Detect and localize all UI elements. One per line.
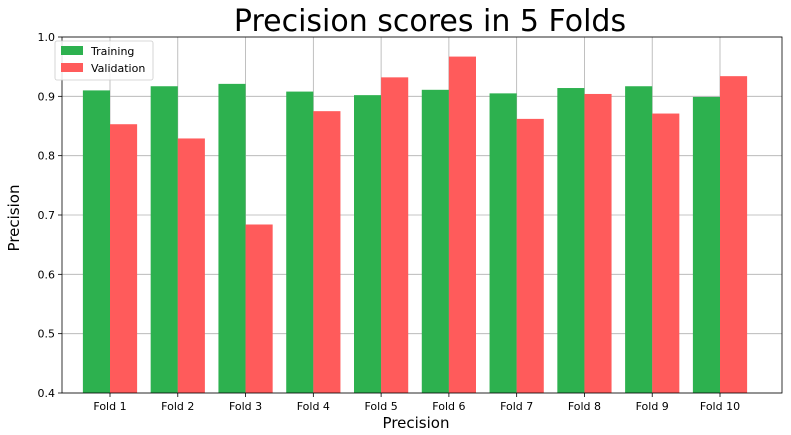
legend-swatch-validation (61, 63, 83, 72)
bar-training-fold-6 (421, 89, 449, 393)
bar-validation-fold-7 (516, 118, 544, 393)
x-axis-label: Precision (383, 414, 450, 432)
x-tick-label: Fold 8 (568, 400, 601, 413)
bar-validation-fold-1 (110, 124, 138, 393)
bar-validation-fold-4 (313, 111, 341, 394)
y-axis-ticks: 0.4 0.5 0.6 0.7 0.8 0.9 1.0 (38, 31, 62, 400)
legend-swatch-training (61, 46, 83, 55)
legend-label-training: Training (90, 45, 134, 58)
x-tick-label: Fold 2 (161, 400, 194, 413)
bar-training-fold-10 (692, 96, 720, 393)
x-tick-label: Fold 10 (700, 400, 740, 413)
legend: Training Validation (54, 40, 154, 81)
y-tick-label: 0.9 (38, 90, 56, 103)
y-axis-label: Precision (5, 185, 23, 252)
y-tick-label: 0.4 (38, 387, 56, 400)
bar-training-fold-1 (82, 90, 110, 394)
x-tick-label: Fold 1 (93, 400, 126, 413)
y-tick-label: 0.8 (38, 150, 56, 163)
bar-training-fold-5 (354, 95, 382, 393)
bars (82, 56, 748, 394)
x-tick-label: Fold 3 (229, 400, 262, 413)
bar-validation-fold-8 (584, 93, 612, 394)
bar-validation-fold-6 (448, 56, 476, 393)
x-tick-label: Fold 5 (365, 400, 398, 413)
legend-label-validation: Validation (91, 62, 145, 75)
bar-training-fold-2 (150, 86, 178, 393)
bar-validation-fold-10 (720, 76, 748, 393)
y-tick-label: 0.6 (38, 268, 56, 281)
bar-training-fold-7 (489, 93, 517, 393)
bar-validation-fold-2 (177, 138, 205, 393)
bar-training-fold-3 (218, 83, 246, 393)
x-tick-label: Fold 9 (636, 400, 669, 413)
x-tick-label: Fold 6 (432, 400, 465, 413)
bar-training-fold-4 (286, 91, 314, 393)
y-tick-label: 1.0 (38, 31, 56, 44)
chart-title: Precision scores in 5 Folds (234, 4, 626, 39)
bar-validation-fold-9 (652, 113, 680, 393)
x-tick-label: Fold 4 (297, 400, 330, 413)
x-axis-ticks: Fold 1 Fold 2 Fold 3 Fold 4 Fold 5 Fold 6 Fold… (93, 393, 740, 413)
y-tick-label: 0.5 (38, 328, 56, 341)
bar-validation-fold-5 (381, 77, 409, 393)
x-tick-label: Fold 7 (500, 400, 533, 413)
bar-training-fold-9 (625, 86, 653, 393)
y-tick-label: 0.7 (38, 209, 56, 222)
bar-validation-fold-3 (245, 224, 273, 393)
bar-training-fold-8 (557, 88, 585, 393)
